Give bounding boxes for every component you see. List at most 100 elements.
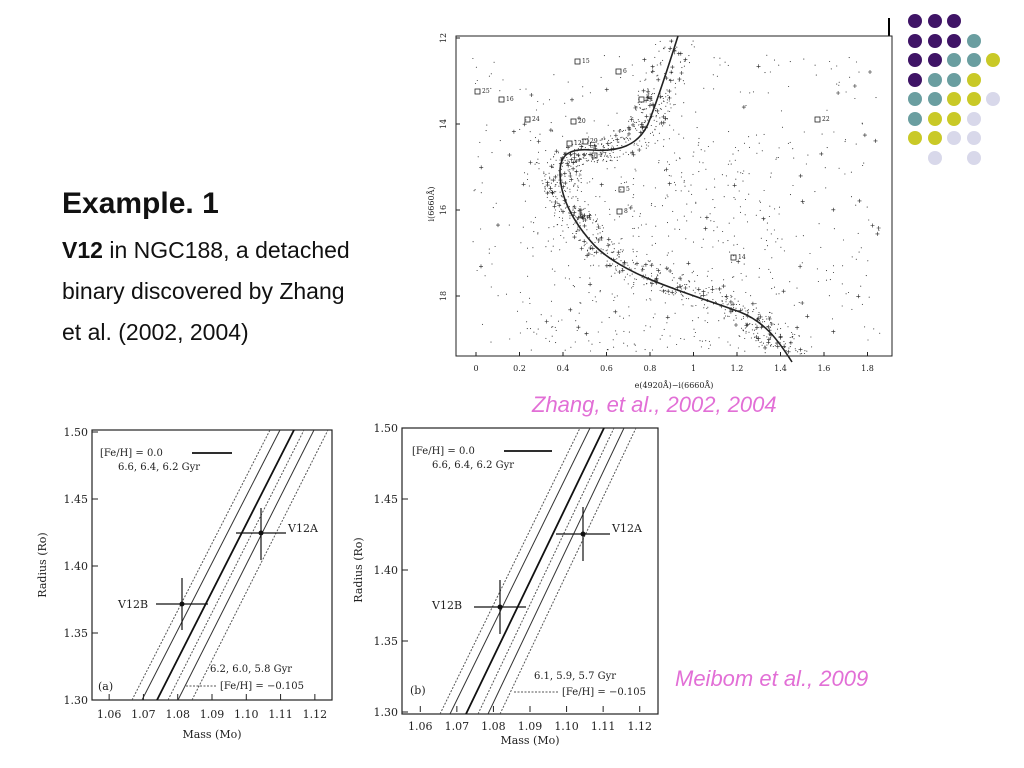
cmd-star-marker [615,68,622,75]
mr-a-y-ticks: 1.50 1.45 1.40 1.35 1.30 [64,426,98,707]
cmd-x-tick-label: 1.2 [731,364,744,373]
decor-dot [927,150,942,165]
credit-meibom: Meibom et al., 2009 [675,666,869,691]
cmd-star-label: 8 [624,208,628,215]
decor-dot [947,92,961,106]
mr-y-tick-label: 1.30 [64,694,89,707]
mr-a-legend-top: [Fe/H] = 0.0 [100,448,163,459]
mr-x-tick-label: 1.11 [268,708,293,721]
slide-description: V12 in NGC188, a detached binary discove… [62,230,422,353]
mr-a-legend-top-ages: 6.6, 6.4, 6.2 Gyr [118,462,200,473]
cmd-star-marker [570,118,577,125]
cmd-star-label: 11 [646,96,654,103]
mr-y-tick-label: 1.35 [374,635,399,648]
cmd-star-marker [730,254,737,261]
mr-b-isochrones [439,428,637,714]
decor-dot [966,53,981,67]
decor-dot [908,72,922,87]
cmd-x-tick-label: 1 [691,364,696,373]
cmd-star-marker [814,116,821,123]
cmd-star-marker [616,208,623,215]
mr-x-tick-label: 1.11 [591,720,616,733]
cmd-figure: 0 0.2 0.4 0.6 0.8 1 1.2 1.4 1.6 1.8 12 14 16 18 15 6 2… [427,33,893,390]
cmd-star-marker [498,96,505,103]
mass-radius-figure-a: V12A V12B [Fe/H] = 0.0 6.6, 6.4, 6.2 Gyr… [36,426,333,741]
cmd-y-tick-label: 12 [439,33,448,43]
mr-b-xlabel: Mass (Mo) [500,734,559,747]
decor-dot [927,53,942,67]
cmd-y-ticks: 12 14 16 18 [439,33,460,301]
mr-x-tick-label: 1.09 [200,708,225,721]
mr-a-data-v12a [236,508,286,560]
cmd-star-marker [566,140,573,147]
mr-b-data-v12a [556,507,610,561]
cmd-star-label: 20 [578,118,586,125]
description-line-1: V12 in NGC188, a detached [62,230,422,271]
mr-b-ylabel: Radius (Ro) [352,537,365,602]
decor-dot [908,131,922,145]
cmd-x-tick-label: 1.4 [774,364,787,373]
mr-a-label-v12b: V12B [117,598,148,611]
mr-x-tick-label: 1.06 [408,720,433,733]
cmd-y-tick-label: 14 [439,119,448,129]
decor-dot [908,14,922,28]
mr-b-y-ticks: 1.50 1.45 1.40 1.35 1.30 [374,422,408,719]
decor-dot [947,14,961,28]
decor-dot [966,33,981,48]
cmd-star-label: 12 [574,140,582,147]
mr-b-x-ticks: 1.06 1.07 1.08 1.09 1.10 1.11 1.12 [408,706,652,733]
decor-dot [908,92,922,106]
decor-dot [908,33,922,48]
mr-a-label-v12a: V12A [287,522,319,535]
decorative-dot-grid [908,14,1008,165]
decor-dot [986,53,1000,67]
decor-dot [966,131,981,145]
cmd-star-marker [582,138,589,145]
mr-a-panel-label: (a) [98,680,113,693]
mr-a-frame [91,429,333,701]
mr-y-tick-label: 1.40 [374,564,399,577]
decor-dot [947,33,961,48]
cmd-x-tick-label: 0.6 [600,364,613,373]
mr-a-data-v12b [156,578,208,630]
decor-dot [927,33,942,48]
cmd-x-tick-label: 0.8 [644,364,657,373]
cmd-star-label: 15 [582,58,590,65]
cmd-star-label: 22 [822,116,830,123]
cmd-x-tick-label: 0.4 [557,364,570,373]
cmd-star-marker [474,88,481,95]
divider-line [888,18,890,36]
decor-dot [927,14,942,28]
mr-y-tick-label: 1.30 [374,706,399,719]
decor-dot [927,111,942,126]
decor-dot [966,72,981,87]
mr-y-tick-label: 1.45 [64,493,89,506]
cmd-star-label: 25 [482,88,490,95]
mr-a-ylabel: Radius (Ro) [36,532,49,597]
slide-title: Example. 1 [62,187,219,220]
credit-zhang: Zhang, et al., 2002, 2004 [532,392,777,417]
cmd-x-ticks: 0 0.2 0.4 0.6 0.8 1 1.2 1.4 1.6 1.8 [473,352,874,373]
cmd-x-tick-label: 0 [473,364,478,373]
cmd-x-tick-label: 1.8 [861,364,874,373]
decor-dot [966,111,981,126]
mr-x-tick-label: 1.07 [445,720,470,733]
decor-dot [947,111,961,126]
mr-b-legend-top-ages: 6.6, 6.4, 6.2 Gyr [432,460,514,471]
decor-dot [986,92,1000,106]
mr-x-tick-label: 1.06 [97,708,122,721]
cmd-star-marker [591,152,598,159]
cmd-star-label: 24 [532,116,540,123]
mr-x-tick-label: 1.10 [554,720,579,733]
cmd-y-tick-label: 16 [439,205,448,215]
cmd-isochrone [559,35,793,363]
cmd-star-marker [618,186,625,193]
cmd-x-tick-label: 0.2 [513,364,526,373]
star-name: V12 [62,237,103,263]
decor-dot [947,72,961,87]
mr-y-tick-label: 1.35 [64,627,89,640]
mr-b-legend-top: [Fe/H] = 0.0 [412,446,475,457]
mr-x-tick-label: 1.12 [303,708,328,721]
decor-dot [966,150,981,165]
